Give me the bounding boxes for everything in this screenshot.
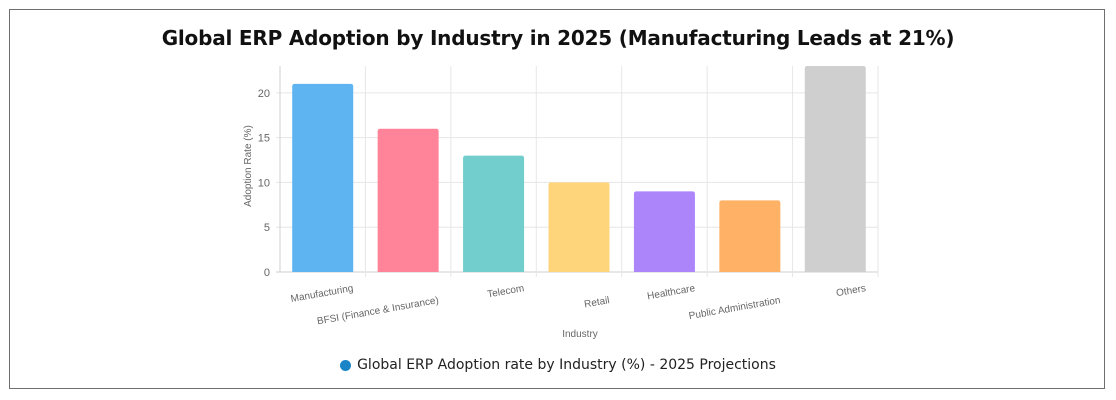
- x-tick-label: Healthcare: [646, 283, 696, 302]
- x-tick-label: BFSI (Finance & Insurance): [316, 295, 439, 327]
- x-tick-label: Retail: [583, 295, 610, 310]
- bar-retail[interactable]: [548, 182, 610, 272]
- bar-manufacturing[interactable]: [292, 83, 354, 272]
- y-tick-label: 10: [258, 177, 270, 189]
- y-tick-labels: 0 5 10 15 20: [258, 88, 270, 279]
- bar-healthcare[interactable]: [633, 191, 695, 272]
- legend-label: Global ERP Adoption rate by Industry (%)…: [357, 357, 776, 373]
- legend-marker: [340, 359, 352, 371]
- x-axis-label: Industry: [562, 329, 598, 340]
- bar-public-administration[interactable]: [719, 200, 781, 272]
- y-tick-label: 20: [258, 88, 270, 100]
- bars: [292, 66, 866, 272]
- y-tick-label: 0: [264, 267, 270, 279]
- legend[interactable]: Global ERP Adoption rate by Industry (%)…: [0, 357, 1116, 373]
- y-tick-label: 5: [264, 222, 270, 234]
- bar-bfsi-finance-insurance[interactable]: [377, 128, 439, 272]
- x-tick-label: Public Administration: [688, 295, 781, 322]
- bar-telecom[interactable]: [463, 155, 525, 272]
- chart-title: Global ERP Adoption by Industry in 2025 …: [161, 26, 955, 50]
- y-axis-label: Adoption Rate (%): [243, 125, 254, 207]
- x-tick-label: Others: [835, 283, 866, 299]
- bar-others[interactable]: [804, 66, 866, 272]
- x-tick-label: Telecom: [486, 283, 525, 300]
- x-tick-label: Manufacturing: [290, 283, 354, 305]
- y-tick-label: 15: [258, 133, 270, 145]
